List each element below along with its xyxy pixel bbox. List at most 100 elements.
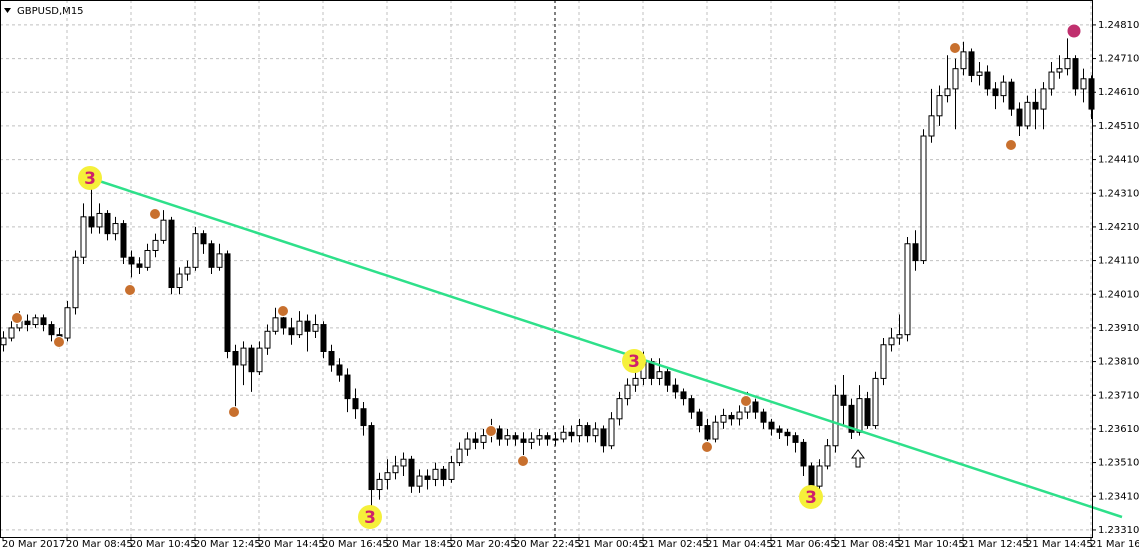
candle-body [288, 327, 295, 336]
fractal-marker [53, 336, 65, 348]
candle-body [8, 327, 15, 339]
menu-triangle [4, 8, 11, 13]
candle-body [40, 317, 47, 326]
fractal-markers [11, 23, 1082, 467]
candle-body [80, 216, 87, 258]
x-tick-label: 21 Mar 10:45 [898, 539, 965, 550]
candle-body [168, 219, 175, 289]
fractal-marker [949, 42, 961, 54]
candle-body [88, 216, 95, 228]
candle-body [336, 364, 343, 376]
x-tick-label: 21 Mar 08:45 [834, 539, 901, 550]
candle-body [544, 435, 551, 440]
candle-body [144, 249, 151, 268]
candle-body [1000, 81, 1007, 97]
candle-body [384, 472, 391, 480]
candle-body [256, 347, 263, 373]
candle-body [936, 95, 943, 117]
candle-body [216, 253, 223, 268]
candle-body [584, 425, 591, 437]
candle-body [992, 88, 999, 97]
candle-body [432, 468, 439, 480]
y-tick-label: 1.23610 [1098, 424, 1139, 435]
signal-marker [622, 349, 646, 373]
fractal-marker [1005, 139, 1017, 151]
plot-frame [0, 0, 1093, 538]
candle-body [264, 330, 271, 349]
candle-body [224, 253, 231, 352]
y-tick-label: 1.24510 [1098, 121, 1139, 132]
candle-body [248, 347, 255, 373]
candle-body [720, 414, 727, 423]
candle-body [312, 324, 319, 332]
candle-body [944, 88, 951, 97]
candle-body [808, 465, 815, 487]
candle-body [728, 414, 735, 420]
candle-body [656, 371, 663, 379]
x-tick-label: 20 Mar 08:45 [66, 539, 133, 550]
candle-body [200, 233, 207, 245]
signal-marker [358, 505, 382, 529]
candle-body [888, 337, 895, 346]
candle-body [448, 462, 455, 480]
y-tick-label: 1.24010 [1098, 289, 1139, 300]
candle-body [352, 398, 359, 410]
candle-body [688, 398, 695, 413]
candle-body [1080, 78, 1087, 90]
y-tick-label: 1.24710 [1098, 54, 1139, 65]
candle-body [736, 411, 743, 420]
fractal-marker [701, 441, 713, 453]
candle-body [792, 435, 799, 443]
candle-body [416, 475, 423, 487]
candle-body [832, 394, 839, 447]
candle-body [32, 317, 39, 326]
candle-body [784, 431, 791, 437]
x-tick-label: 21 Mar 00:45 [578, 539, 645, 550]
candle-body [968, 51, 975, 76]
candle-body [376, 478, 383, 491]
y-tick-label: 1.23310 [1098, 525, 1139, 536]
grid [0, 0, 1092, 537]
candle-body [504, 435, 511, 440]
x-tick-label: 20 Mar 20:45 [450, 539, 517, 550]
candle-body [96, 212, 103, 228]
x-tick-label: 20 Mar 16:45 [322, 539, 389, 550]
candle-body [768, 421, 775, 430]
chart-title: GBPUSD,M15 [17, 6, 84, 17]
candle-body [672, 384, 679, 393]
candle-body [320, 324, 327, 352]
candle-body [296, 320, 303, 336]
candle-body [24, 320, 31, 326]
candle-body [1064, 58, 1071, 70]
candle-body [208, 243, 215, 268]
candle-body [632, 377, 639, 386]
candle-body [360, 408, 367, 427]
candle-body [48, 324, 55, 336]
candle-body [112, 223, 119, 235]
candle-body [712, 421, 719, 440]
candle-body [952, 68, 959, 90]
y-tick-label: 1.24210 [1098, 222, 1139, 233]
candle-body [136, 263, 143, 268]
x-tick-label: 21 Mar 16:45 [1090, 539, 1139, 550]
candle-body [760, 411, 767, 423]
signal-markers: 3 3 3 3 [78, 166, 823, 529]
candle-body [536, 435, 543, 440]
candle-body [192, 233, 199, 268]
candle-body [560, 431, 567, 440]
candle-body [848, 404, 855, 433]
candle-body [568, 431, 575, 437]
candle-body [480, 435, 487, 443]
candle-body [368, 425, 375, 491]
x-tick-label: 21 Mar 14:45 [1026, 539, 1093, 550]
candle-body [840, 394, 847, 406]
candle-body [392, 465, 399, 474]
candle-body [1016, 108, 1023, 127]
candle-body [680, 391, 687, 400]
candle-body [824, 445, 831, 467]
candle-body [856, 398, 863, 433]
x-tick-label: 21 Mar 02:45 [642, 539, 709, 550]
candle-body [160, 219, 167, 241]
fractal-marker [485, 425, 497, 437]
